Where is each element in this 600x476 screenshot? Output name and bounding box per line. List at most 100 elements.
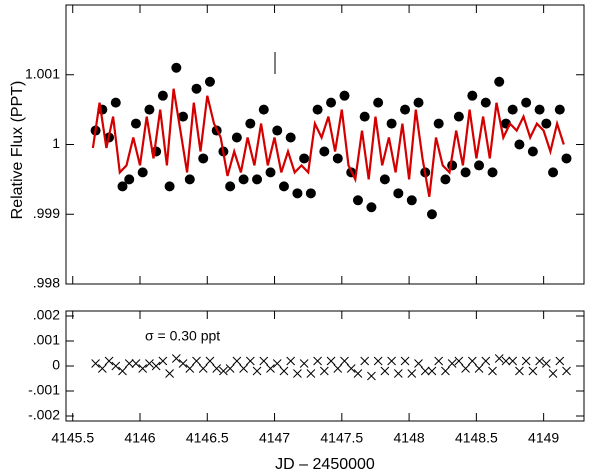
- data-point: [124, 174, 135, 185]
- x-tick-label: 4148.5: [455, 430, 498, 446]
- data-point: [238, 174, 249, 185]
- y-tick-label: -.001: [28, 382, 60, 398]
- data-point: [245, 118, 256, 129]
- residual-point: [474, 364, 484, 373]
- residual-point: [461, 364, 470, 373]
- residual-point: [219, 366, 228, 376]
- data-point: [285, 132, 296, 143]
- y-axis-label: Relative Flux (PPT): [9, 81, 26, 220]
- residual-point: [225, 364, 235, 373]
- data-point: [265, 167, 276, 178]
- residual-point: [245, 356, 255, 366]
- data-point: [278, 181, 289, 192]
- data-point: [231, 132, 242, 143]
- residual-point: [407, 369, 417, 378]
- residual-point: [481, 356, 491, 366]
- residual-point: [535, 356, 544, 366]
- residual-point: [387, 356, 396, 366]
- data-point: [312, 104, 323, 115]
- y-tick-label: 0: [52, 357, 60, 373]
- bottom-frame: [65, 310, 585, 422]
- y-tick-label: .998: [33, 275, 60, 291]
- data-point: [130, 118, 141, 129]
- data-point: [514, 139, 525, 150]
- data-point: [292, 188, 303, 199]
- data-point: [137, 167, 148, 178]
- residual-point: [528, 366, 538, 376]
- data-point: [191, 83, 202, 94]
- residual-point: [192, 356, 201, 366]
- residual-point: [91, 359, 100, 368]
- residual-point: [333, 364, 343, 373]
- residual-point: [272, 359, 282, 368]
- residual-point: [521, 356, 531, 366]
- residual-point: [111, 361, 121, 371]
- residual-point: [286, 356, 296, 366]
- data-point: [204, 76, 215, 87]
- data-point: [198, 153, 209, 164]
- residual-point: [360, 356, 370, 366]
- data-point: [379, 174, 390, 185]
- residual-point: [145, 359, 154, 368]
- x-axis-label: JD – 2450000: [275, 456, 375, 473]
- data-point: [225, 181, 236, 192]
- data-point: [272, 125, 283, 136]
- residual-point: [97, 364, 107, 373]
- data-point: [487, 167, 498, 178]
- residual-point: [306, 369, 316, 378]
- residual-point: [414, 359, 423, 368]
- x-tick-label: 4147: [259, 430, 290, 446]
- data-point: [541, 118, 552, 129]
- residual-point: [178, 359, 188, 368]
- residual-point: [494, 354, 504, 363]
- residual-point: [400, 356, 410, 366]
- data-point: [157, 90, 168, 101]
- data-point: [534, 104, 545, 115]
- residual-point: [454, 356, 464, 366]
- residual-point: [326, 356, 336, 366]
- residual-point: [555, 356, 565, 366]
- residual-point: [259, 356, 269, 366]
- residual-point: [488, 366, 497, 376]
- x-tick-label: 4146.5: [186, 430, 229, 446]
- residual-point: [138, 364, 148, 373]
- data-point: [144, 104, 155, 115]
- residual-point: [151, 361, 161, 371]
- residual-point: [124, 359, 134, 368]
- residual-point: [319, 366, 329, 376]
- model-line: [91, 88, 565, 197]
- annotation: σ = 0.30 ppt: [145, 328, 220, 344]
- residual-point: [373, 356, 383, 366]
- residual-point: [346, 364, 356, 373]
- data-point: [386, 118, 397, 129]
- y-tick-label: .001: [33, 332, 60, 348]
- residual-point: [252, 366, 262, 376]
- data-point: [474, 160, 485, 171]
- x-tick-label: 4145.5: [51, 430, 94, 446]
- data-point: [171, 62, 182, 73]
- data-point: [467, 90, 478, 101]
- residual-point: [131, 359, 141, 368]
- residual-point: [434, 356, 444, 366]
- data-point: [252, 174, 263, 185]
- residual-point: [118, 366, 127, 376]
- data-point: [339, 90, 350, 101]
- residual-point: [232, 356, 242, 366]
- data-point: [299, 153, 310, 164]
- residual-point: [427, 366, 437, 376]
- residual-point: [548, 369, 558, 378]
- residual-point: [380, 366, 390, 376]
- data-point: [400, 104, 411, 115]
- x-tick-label: 4147.5: [320, 430, 363, 446]
- data-point: [440, 174, 451, 185]
- residual-point: [299, 359, 309, 368]
- data-point: [164, 181, 175, 192]
- residual-point: [266, 364, 275, 373]
- data-point: [480, 97, 491, 108]
- residual-point: [171, 354, 181, 363]
- residual-point: [393, 369, 403, 378]
- data-point: [521, 97, 532, 108]
- data-point: [406, 195, 417, 206]
- data-point: [460, 167, 471, 178]
- x-tick-label: 4148: [394, 430, 425, 446]
